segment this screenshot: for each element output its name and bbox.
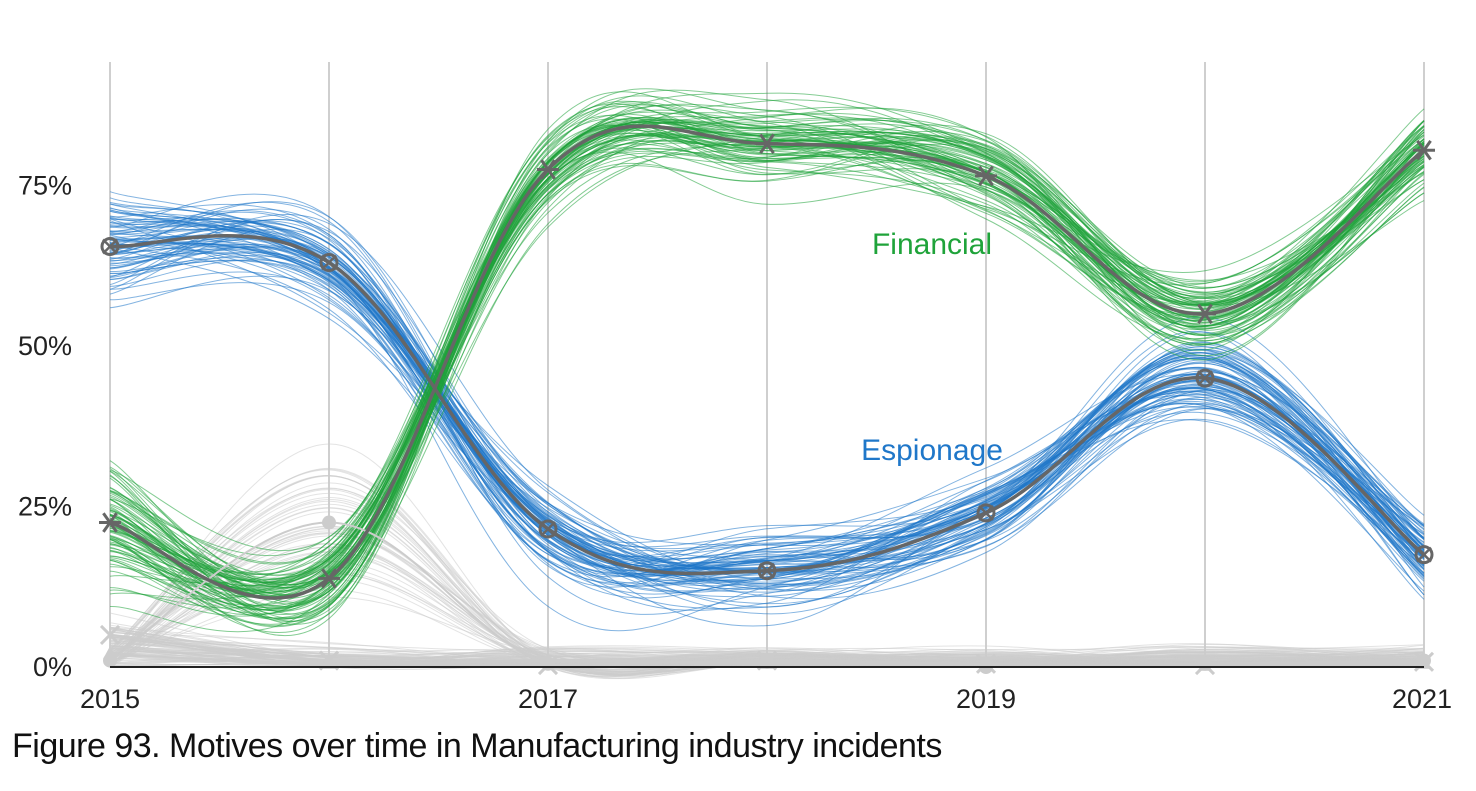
band-line-financial-57 [109,124,1425,552]
point-espionage-2017 [538,519,558,539]
point-financial-2017 [537,159,559,180]
marker-ring [100,236,120,256]
x-tick-label-2015: 2015 [80,684,140,714]
band-line-financial-76 [109,135,1425,594]
series-label-financial: Financial [872,228,992,261]
band-line-espionage-36 [109,248,1425,583]
y-axis-tick-labels: 0% 25% 50% 75% [18,171,72,683]
band-line-espionage-53 [109,252,1425,627]
band-line-espionage-22 [109,235,1425,571]
x-tick-label-2017: 2017 [518,684,578,714]
marker-triangle [1417,655,1431,669]
band-line-financial-79 [109,121,1425,622]
marker-triangle [103,646,117,660]
point-other-4-2015 [103,646,117,660]
point-espionage-2019 [976,503,996,523]
point-financial-2021 [1413,139,1435,161]
asterisk-stroke [540,159,556,180]
asterisk-stroke [102,512,118,533]
marker-ring [538,519,558,539]
band-line-espionage-75 [109,243,1425,574]
marker-ring [976,503,996,523]
band-line-financial-65 [109,135,1425,617]
data-point-markers [99,133,1435,676]
point-other-4-2021 [1417,655,1431,669]
point-financial-2015 [99,512,121,533]
marker-cross-b [540,521,556,537]
marker-dot [322,515,336,530]
marker-triangle [322,655,336,669]
point-other-4-2016 [322,655,336,669]
marker-cross-b [102,238,118,255]
series-label-espionage: Espionage [861,434,1003,467]
band-line-financial-84 [109,113,1425,587]
asterisk-stroke [321,568,337,589]
band-line-financial-82 [109,118,1425,610]
point-other-4-2018 [760,655,774,669]
asterisk-stroke [759,133,775,154]
motives-line-chart: 0% 25% 50% 75% 2015 2017 2019 2021 Financial E… [18,62,1452,714]
band-line-espionage-48 [109,201,1425,577]
asterisk-stroke [1197,303,1213,325]
x-axis-tick-labels: 2015 2017 2019 2021 [80,684,1452,714]
band-line-espionage-77 [109,255,1425,568]
band-line-financial-83 [109,91,1425,619]
marker-triangle [979,655,993,669]
marker-cross-b [978,505,994,521]
band-line-financial-62 [109,117,1425,579]
y-tick-label-25: 25% [18,492,72,522]
point-espionage-2021 [1414,545,1434,565]
point-other-3-2015 [99,624,121,645]
asterisk-stroke [1416,139,1432,161]
band-line-financial-66 [109,151,1425,619]
point-financial-2018 [756,133,778,154]
point-espionage-2015 [100,236,120,256]
y-tick-label-0: 0% [33,652,72,682]
point-financial-2020 [1194,303,1216,325]
band-line-financial-67 [109,119,1425,619]
marker-ring [1195,368,1215,388]
marker-ring [757,561,777,581]
band-line-financial-77 [109,124,1425,609]
marker-x-b [99,624,121,645]
point-financial-2019 [975,165,997,187]
x-tick-label-2019: 2019 [956,684,1016,714]
marker-ring [1414,545,1434,565]
marker-cross-b [759,562,775,579]
point-other-4-2019 [979,655,993,669]
band-line-espionage-47 [109,220,1425,598]
point-other-2-2016 [322,515,336,530]
x-tick-label-2021: 2021 [1392,684,1452,714]
asterisk-stroke [978,165,994,187]
band-line-espionage-82 [109,211,1425,588]
marker-cross-b [1416,546,1432,563]
point-other-4-2017 [541,652,555,666]
point-espionage-2018 [757,561,777,581]
y-tick-label-50: 50% [18,331,72,361]
point-espionage-2020 [1195,368,1215,388]
y-tick-label-75: 75% [18,171,72,201]
marker-cross-b [1197,370,1213,386]
band-line-financial-69 [109,126,1425,608]
point-financial-2016 [318,568,340,589]
marker-triangle [541,652,555,666]
marker-triangle [760,655,774,669]
point-espionage-2016 [319,253,339,273]
band-line-espionage-71 [109,234,1425,590]
band-line-espionage-23 [109,208,1425,611]
band-line-financial-78 [109,121,1425,591]
marker-cross-b [321,254,337,271]
band-line-espionage-84 [109,201,1425,561]
figure-caption: Figure 93. Motives over time in Manufact… [12,727,942,765]
band-line-financial-51 [109,139,1425,609]
band-line-espionage-80 [109,246,1425,576]
marker-ring [319,253,339,273]
band-line-financial-73 [109,118,1425,633]
